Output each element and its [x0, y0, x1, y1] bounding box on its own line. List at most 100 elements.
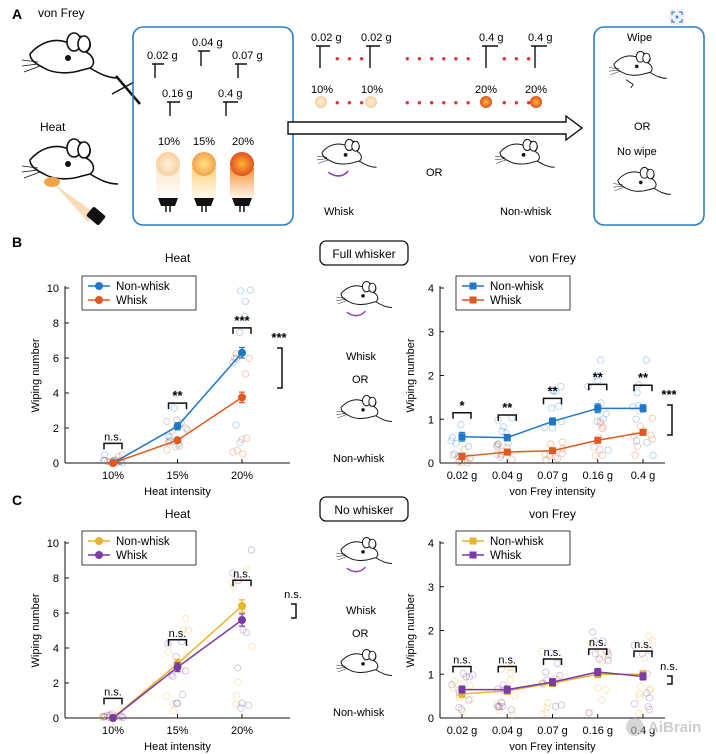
c-nonwhisk-label: Non-whisk: [333, 707, 385, 719]
individual-point: [633, 389, 641, 397]
legend-box: [455, 275, 571, 311]
individual-point: [169, 700, 177, 708]
individual-point: [178, 638, 186, 646]
individual-point: [636, 422, 645, 430]
individual-point: [549, 387, 557, 395]
individual-point: [602, 410, 610, 418]
chart-title: Heat: [165, 507, 191, 521]
individual-point: [466, 682, 474, 690]
individual-point: [598, 451, 606, 459]
sig-bracket: [167, 402, 188, 410]
individual-point: [547, 404, 556, 412]
individual-point: [494, 440, 503, 448]
sig-label: **: [593, 369, 604, 384]
individual-point: [649, 637, 657, 645]
individual-point: [604, 649, 612, 657]
legend-marker: [469, 282, 477, 290]
individual-point: [636, 683, 645, 691]
individual-point: [509, 711, 517, 719]
individual-point: [645, 632, 653, 640]
data-point: [503, 448, 511, 456]
svg-text:• • •: • • •: [335, 95, 366, 110]
individual-point: [553, 659, 561, 668]
individual-point: [162, 692, 171, 700]
y-tick-label: 6: [53, 608, 59, 620]
individual-point: [229, 358, 237, 367]
individual-point: [236, 438, 244, 447]
seq-filament-3: 0.4 g: [479, 32, 503, 44]
legend-marker: [469, 296, 477, 304]
y-tick-label: 1: [428, 669, 434, 681]
overall-sig-label: ***: [661, 387, 677, 402]
data-point: [549, 678, 556, 686]
seq-dots-2: • • • • • •: [405, 51, 472, 66]
individual-point: [497, 698, 506, 706]
sig-bracket: [542, 658, 563, 666]
individual-point: [101, 712, 110, 721]
individual-point: [467, 695, 475, 703]
individual-point: [542, 709, 551, 717]
individual-point: [492, 699, 500, 708]
individual-point: [241, 313, 249, 321]
sig-label: n.s.: [104, 686, 122, 698]
individual-point: [630, 641, 638, 649]
x-tick-label: 20%: [231, 725, 253, 737]
individual-point: [166, 433, 174, 442]
c-or-label: OR: [352, 628, 369, 640]
individual-point: [447, 437, 455, 445]
y-tick-label: 8: [53, 318, 59, 330]
individual-point: [647, 431, 655, 439]
seq-heat-1: 10%: [311, 84, 333, 96]
y-tick-label: 4: [53, 643, 59, 655]
data-point: [639, 428, 647, 436]
individual-point: [239, 450, 247, 458]
individual-point: [448, 681, 456, 689]
individual-point: [232, 700, 241, 708]
individual-point: [604, 651, 612, 659]
legend-marker: [95, 282, 103, 290]
individual-point: [590, 443, 598, 451]
sig-label: n.s.: [233, 568, 251, 580]
panel-letter-c: C: [12, 492, 22, 508]
individual-point: [164, 432, 172, 440]
data-point: [458, 686, 466, 694]
individual-point: [100, 713, 108, 721]
y-tick-label: 10: [47, 538, 59, 550]
individual-point: [632, 415, 640, 423]
x-tick-label: 0.16 g: [582, 725, 613, 737]
filament-label-3: 0.07 g: [232, 50, 263, 62]
individual-point: [499, 681, 508, 689]
sig-bracket: [633, 650, 653, 658]
individual-point: [234, 678, 242, 686]
individual-point: [595, 650, 604, 658]
overall-sig-bracket: [291, 603, 297, 619]
individual-point: [507, 706, 516, 714]
individual-point: [632, 437, 641, 445]
y-tick-label: 10: [47, 283, 59, 295]
b-or-label: OR: [352, 374, 369, 386]
y-axis-title: Wiping number: [405, 593, 417, 667]
b-whisk-label: Whisk: [346, 351, 376, 363]
y-tick-label: 4: [428, 538, 434, 550]
individual-point: [455, 703, 463, 712]
c-banner: [319, 496, 409, 522]
x-tick-label: 15%: [166, 725, 188, 737]
data-point: [238, 616, 246, 624]
expand-icon[interactable]: [669, 9, 685, 25]
stim-heat-label: Heat: [40, 120, 66, 134]
y-tick-label: 2: [428, 371, 434, 383]
svg-text:• • • • • •: • • • • • •: [405, 95, 472, 110]
individual-point: [242, 565, 251, 574]
filament-label-4: 0.16 g: [162, 88, 193, 100]
sig-label: *: [459, 398, 465, 413]
individual-point: [236, 328, 244, 336]
individual-point: [101, 456, 109, 465]
individual-point: [591, 650, 600, 658]
individual-point: [498, 702, 506, 711]
data-point: [458, 433, 466, 441]
data-point: [109, 459, 117, 467]
individual-point: [631, 451, 639, 459]
data-point: [458, 452, 466, 460]
y-tick-label: 3: [428, 582, 434, 594]
